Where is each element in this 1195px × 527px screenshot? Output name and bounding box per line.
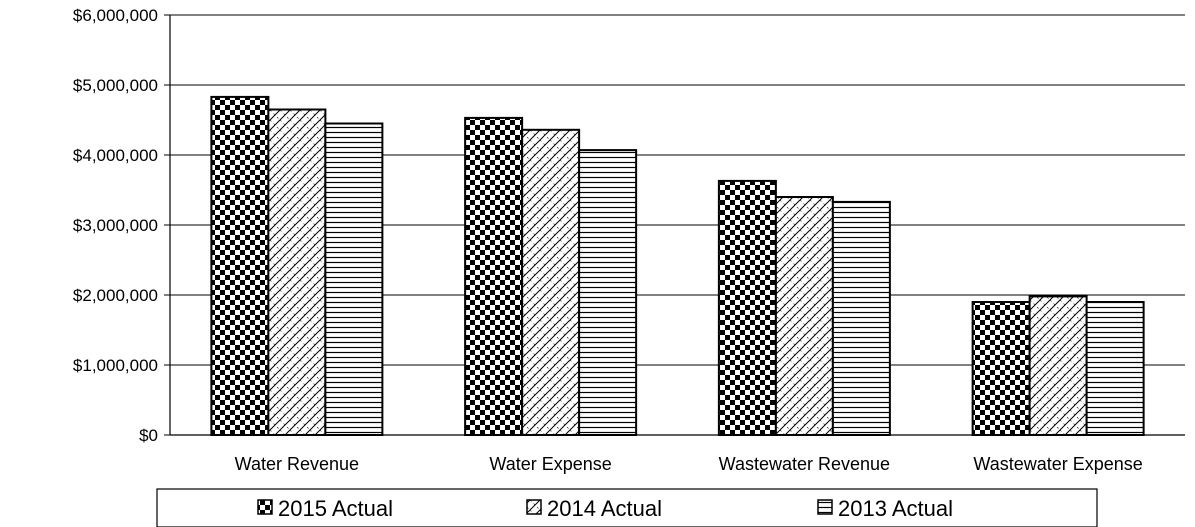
legend-swatch — [817, 499, 833, 515]
bars — [210, 95, 1145, 437]
bar-2015-actual — [210, 95, 270, 437]
bar-2013-actual — [578, 149, 638, 436]
axes — [169, 15, 1185, 436]
bar-2014-actual — [774, 196, 834, 436]
bar-2015-actual — [971, 301, 1031, 436]
x-category-label: Wastewater Expense — [973, 454, 1142, 474]
bar-2014-actual — [521, 128, 581, 437]
y-tick-label: $3,000,000 — [73, 216, 158, 235]
y-tick-label: $5,000,000 — [73, 76, 158, 95]
y-tick-label: $1,000,000 — [73, 356, 158, 375]
y-tick-label: $2,000,000 — [73, 286, 158, 305]
bar-2015-actual — [717, 179, 777, 436]
bar-2015-actual — [464, 116, 524, 437]
legend-box — [156, 488, 1098, 527]
legend-label: 2014 Actual — [547, 496, 662, 521]
legend-swatch — [257, 499, 273, 515]
legend: 2015 Actual 2014 Actual 2013 Actual — [156, 488, 1098, 527]
x-axis-categories: Water Revenue Water Expense Wastewater Rev… — [235, 454, 1143, 474]
bar-2014-actual — [267, 108, 327, 436]
bar-2013-actual — [1085, 301, 1145, 436]
y-tick-label: $4,000,000 — [73, 146, 158, 165]
legend-label: 2015 Actual — [278, 496, 393, 521]
y-tick-label: $6,000,000 — [73, 6, 158, 25]
y-tick-label: $0 — [139, 426, 158, 445]
x-category-label: Water Expense — [489, 454, 611, 474]
bar-2013-actual — [831, 200, 891, 436]
legend-label: 2013 Actual — [838, 496, 953, 521]
x-category-label: Water Revenue — [235, 454, 359, 474]
x-category-label: Wastewater Revenue — [719, 454, 890, 474]
y-axis-ticks: $0 $1,000,000 $2,000,000 $3,000,000 $4,000,0… — [73, 6, 170, 445]
bar-2013-actual — [324, 122, 384, 436]
bar-2014-actual — [1028, 295, 1088, 436]
legend-swatch — [526, 499, 542, 515]
